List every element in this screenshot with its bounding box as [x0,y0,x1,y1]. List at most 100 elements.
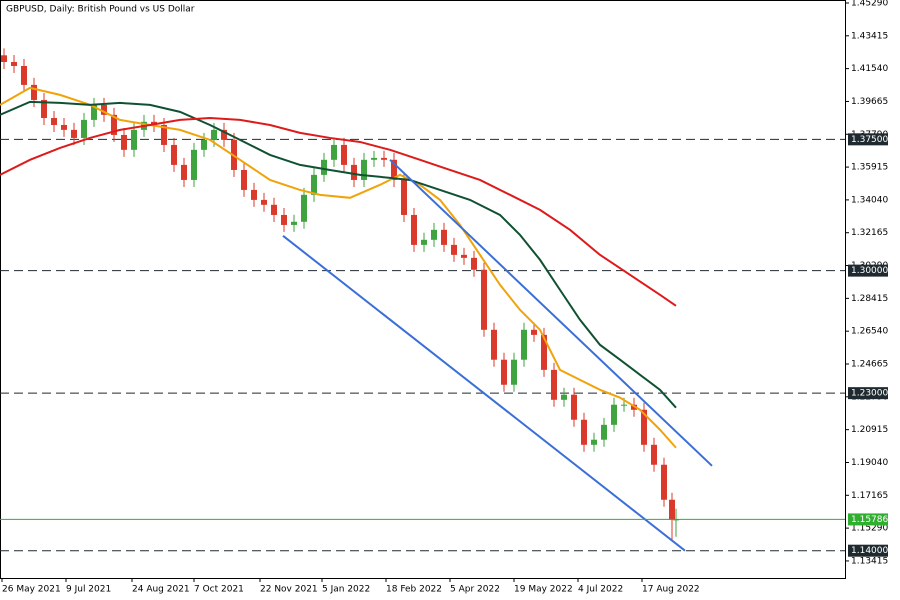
candle-body [311,174,317,195]
candle-body [281,214,287,225]
candle-body [601,424,607,440]
trend-line [282,234,686,552]
chart-title: GBPUSD, Daily: British Pound vs US Dolla… [6,5,195,15]
candle-body [471,257,477,270]
candle-body [1,55,7,62]
candle-body [511,359,517,385]
current-price: 1.15786 [0,513,888,526]
candle-body [531,329,537,335]
y-tick-label: 1.26540 [851,327,888,337]
candle-body [401,179,407,215]
candle-body [41,99,47,118]
y-tick-label: 1.39665 [851,97,888,107]
candle-body [331,144,337,160]
moving-average [0,100,677,409]
candle-body [71,129,77,138]
candle-body [251,189,257,200]
candle-body [651,444,657,465]
level-lines: 1.37500 1.30000 1.23000 1.14000 [0,133,888,557]
candle-body [221,129,227,140]
candle-body [491,329,497,360]
candle-body [551,369,557,400]
candle-body [261,199,267,205]
candle-body [181,164,187,180]
candle-body [91,104,97,120]
candle-body [211,129,217,140]
current-price-label: 1.15786 [851,515,888,525]
x-tick-label: 26 May 2021 [2,585,61,595]
y-tick-label: 1.15290 [851,524,888,534]
y-tick-label: 1.43415 [851,31,888,41]
level-label: 1.14000 [851,546,888,556]
candle-body [581,419,587,445]
candle-body [191,149,197,180]
y-tick-label: 1.32165 [851,228,888,238]
candle-body [391,159,397,180]
candle-body [51,117,57,125]
candle-body [411,214,417,245]
candle-body [131,129,137,150]
candle-body [161,124,167,145]
candle-body [461,254,467,258]
x-tick-label: 19 May 2022 [514,585,573,595]
candle-body [451,244,457,255]
level-label-box [848,264,888,277]
candle-body [571,394,577,420]
y-tick-label: 1.17165 [851,491,888,501]
y-tick-label: 1.19040 [851,458,888,468]
x-tick-label: 24 Aug 2021 [132,585,190,595]
candle-body [11,61,17,66]
candle-body [541,334,547,370]
y-tick-label: 1.28415 [851,294,888,304]
candle-body [611,404,617,425]
x-tick-label: 22 Nov 2021 [260,585,318,595]
level-label-box [848,133,888,146]
candle-body [121,134,127,150]
candle-body [241,169,247,190]
candle-body [641,409,647,445]
candle-body [271,204,277,215]
current-price-box [848,513,888,526]
candle-body [321,159,327,175]
candle-body [101,104,107,115]
candle-body [171,144,177,165]
candle-body [31,84,37,100]
candle-body [669,499,675,520]
candle-body [371,157,377,160]
level-label: 1.30000 [851,266,888,276]
level-label: 1.23000 [851,389,888,399]
candle-body [431,229,437,240]
candle-body [661,464,667,500]
candle-body [481,269,487,330]
candle-body [441,229,447,245]
candle-body [561,394,567,400]
level-label-box [848,387,888,400]
candle-body [381,157,387,160]
candle-body [81,119,87,138]
x-tick-label: 18 Feb 2022 [386,585,442,595]
candle-body [421,239,427,245]
x-tick-label: 5 Jan 2022 [322,585,370,595]
y-tick-label: 1.34040 [851,195,888,205]
candle-body [521,329,527,360]
candle-body [291,221,297,225]
candle-body [21,65,27,85]
y-tick-label: 1.41540 [851,64,888,74]
y-tick-label: 1.24665 [851,360,888,370]
y-tick-label: 1.35915 [851,163,888,173]
x-tick-label: 5 Apr 2022 [450,585,500,595]
candle-body [111,114,117,135]
plot-frame [0,0,846,579]
candle-body [361,159,367,180]
candle-body [591,439,597,445]
x-tick-label: 7 Oct 2021 [194,585,244,595]
y-tick-label: 1.45290 [851,0,888,8]
x-tick-label: 9 Jul 2021 [66,585,111,595]
candle-body [341,144,347,165]
candle-body [501,359,507,385]
trend-line [389,159,713,467]
level-label: 1.37500 [851,135,888,145]
x-tick-label: 17 Aug 2022 [642,585,700,595]
